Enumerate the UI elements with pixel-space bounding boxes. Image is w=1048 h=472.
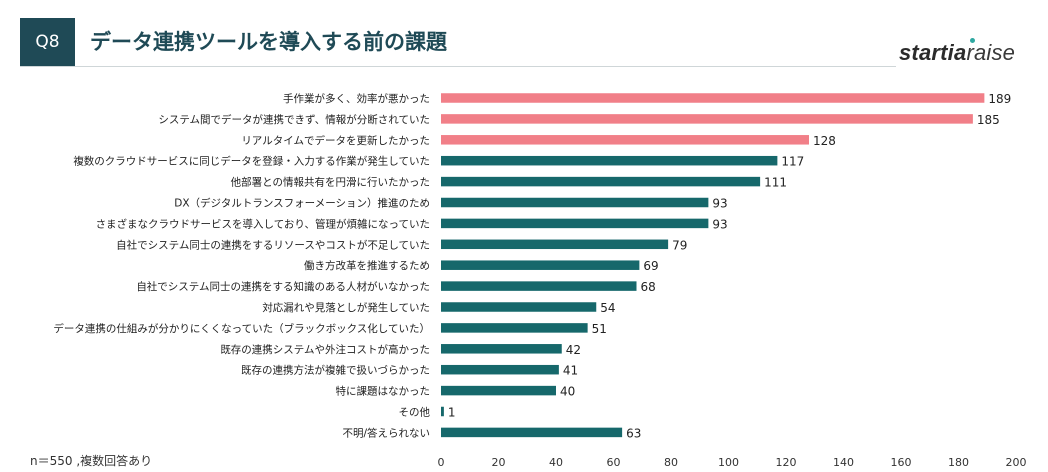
category-label: 自社でシステム同士の連携をする知識のある人材がいなかった [136,280,430,293]
x-tick-label: 140 [833,456,854,469]
category-label: その他 [399,406,431,419]
data-label: 69 [643,259,658,273]
bar [441,281,637,291]
category-label: 不明/答えられない [342,426,430,439]
data-label: 51 [592,322,607,336]
data-label: 1 [448,406,456,420]
category-label: 自社でシステム同士の連携をするリソースやコストが不足していた [116,238,430,251]
logo-text-startia: startia [899,40,967,65]
x-tick-label: 160 [891,456,912,469]
bar [441,385,556,396]
data-label: 68 [641,280,656,294]
x-tick-label: 20 [492,456,506,469]
data-label: 40 [560,385,575,399]
category-label: 対応漏れや見落としが発生していた [262,301,430,314]
page-title: データ連携ツールを導入する前の課題 [90,30,447,54]
bar [441,427,623,438]
category-label: 働き方改革を推進するため [304,259,430,272]
bar [441,406,444,417]
bar [441,93,985,103]
data-label: 128 [813,134,836,148]
bar [441,239,669,250]
x-tick-label: 200 [1006,456,1027,469]
brand-logo: startiaraise [899,38,1016,66]
category-label: 特に課題はなかった [336,385,431,398]
bar [441,176,761,187]
category-label: 既存の連携システムや外注コストが高かった [220,343,430,356]
category-label: さまざまなクラウドサービスを導入しており、管理が煩雑になっていた [96,217,430,230]
logo-text-raise: raise [966,40,1016,65]
header-divider [20,66,896,67]
data-label: 93 [712,217,727,231]
category-label: 手作業が多く、効率が悪かった [283,92,430,105]
category-label: 既存の連携方法が複雑で扱いづらかった [241,364,430,377]
bar [441,114,973,124]
bar [441,344,562,354]
bar [441,197,709,208]
x-tick-label: 80 [664,456,678,469]
question-badge: Q8 [20,18,75,66]
x-tick-label: 120 [776,456,797,469]
category-label: データ連携の仕組みが分かりにくくなっていた（ブラックボックス化していた） [53,322,430,335]
bar [441,155,778,166]
data-label: 117 [781,155,804,169]
category-label: リアルタイムでデータを更新したかった [241,134,430,147]
data-label: 185 [977,113,1000,127]
x-tick-label: 180 [948,456,969,469]
sample-size-note: n＝550 ,複数回答あり [30,454,153,468]
data-label: 189 [988,92,1011,106]
x-tick-label: 40 [549,456,563,469]
bar [441,323,588,333]
bar [441,260,640,270]
bar [441,364,559,375]
data-label: 79 [672,238,687,252]
category-label: 複数のクラウドサービスに同じデータを登録・入力する作業が発生していた [73,155,430,168]
x-tick-label: 0 [438,456,445,469]
bar [441,135,809,145]
category-label: 他部署との情報共有を円滑に行いたかった [231,176,430,189]
logo-dot-icon [970,38,975,43]
x-tick-label: 60 [607,456,621,469]
data-label: 54 [600,301,615,315]
data-label: 41 [563,364,578,378]
category-label: DX（デジタルトランスフォーメーション）推進のため [174,197,430,210]
category-label: システム間でデータが連携できず、情報が分断されていた [158,113,430,126]
data-label: 93 [712,197,727,211]
data-label: 42 [566,343,581,357]
data-label: 63 [626,426,641,440]
x-tick-label: 100 [718,456,739,469]
bar [441,302,597,312]
bar [441,218,709,229]
data-label: 111 [764,176,787,190]
